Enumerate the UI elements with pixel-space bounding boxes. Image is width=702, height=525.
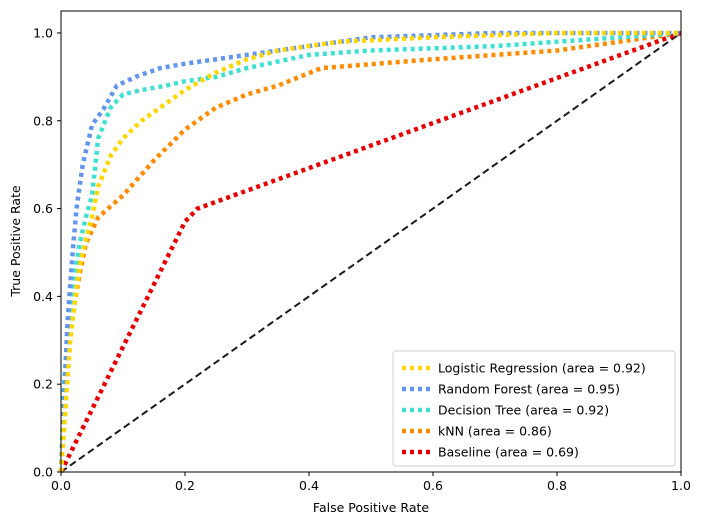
x-tick-label: 0.2 xyxy=(175,478,195,493)
series-layer xyxy=(58,30,682,473)
x-axis-ticks: 0.0 0.2 0.4 0.6 0.8 1.0 xyxy=(51,472,691,493)
legend-label-4: Baseline (area = 0.69) xyxy=(438,445,579,460)
series-line-3 xyxy=(58,30,682,473)
series-line-0 xyxy=(58,30,681,473)
y-tick-label: 0.4 xyxy=(33,289,53,304)
legend-label-1: Random Forest (area = 0.95) xyxy=(438,382,620,397)
y-axis-ticks: 0.0 0.2 0.4 0.6 0.8 1.0 xyxy=(33,25,61,480)
y-axis-label: True Positive Rate xyxy=(8,185,23,298)
legend: Logistic Regression (area = 0.92) Random … xyxy=(392,350,676,467)
diagonal-layer xyxy=(60,32,682,473)
series-line-4 xyxy=(58,30,682,473)
legend-box xyxy=(392,350,676,467)
x-tick-label: 0.8 xyxy=(547,478,567,493)
x-tick-label: 1.0 xyxy=(671,478,691,493)
legend-label-2: Decision Tree (area = 0.92) xyxy=(438,403,609,418)
legend-label-0: Logistic Regression (area = 0.92) xyxy=(438,361,646,376)
y-tick-label: 0.2 xyxy=(33,377,53,392)
x-tick-label: 0.0 xyxy=(51,478,71,493)
y-tick-label: 0.0 xyxy=(33,465,53,480)
legend-label-3: kNN (area = 0.86) xyxy=(438,424,552,439)
x-tick-label: 0.6 xyxy=(423,478,443,493)
series-line-2 xyxy=(58,30,682,473)
legend-items: Logistic Regression (area = 0.92) Random … xyxy=(402,361,646,460)
y-tick-label: 0.6 xyxy=(33,201,53,216)
y-tick-label: 1.0 xyxy=(33,25,53,40)
diagonal-reference-line xyxy=(60,32,682,473)
y-tick-label: 0.8 xyxy=(33,113,53,128)
plot-frame xyxy=(60,10,682,473)
x-axis-label: False Positive Rate xyxy=(313,500,429,515)
x-tick-label: 0.4 xyxy=(299,478,319,493)
series-line-1 xyxy=(58,30,681,473)
